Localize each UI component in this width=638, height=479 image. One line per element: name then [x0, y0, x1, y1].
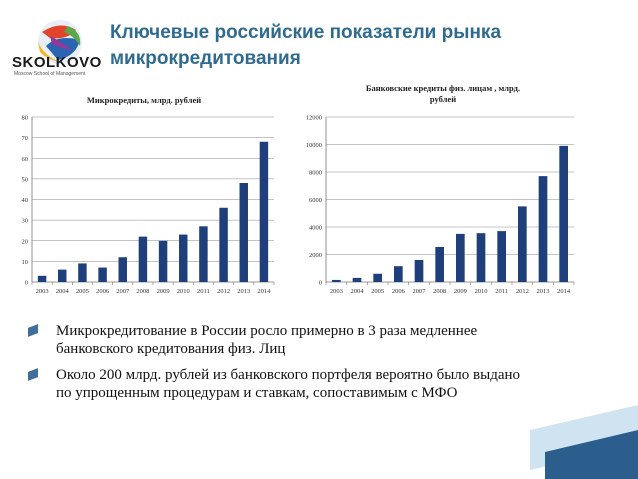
- chart-title: Микрокредиты, млрд. рублей: [87, 95, 201, 105]
- x-tick-label: 2008: [433, 288, 446, 295]
- x-tick-label: 2007: [413, 288, 427, 295]
- bar: [199, 226, 208, 282]
- y-tick-label: 40: [22, 197, 29, 204]
- bar: [455, 233, 465, 282]
- page-title: Ключевые российские показатели рынка мик…: [110, 20, 610, 72]
- bar: [58, 269, 67, 282]
- x-tick-label: 2012: [217, 288, 230, 295]
- x-tick-label: 2009: [454, 288, 467, 295]
- logo-globe-icon: [38, 20, 82, 64]
- y-tick-label: 0: [25, 280, 28, 287]
- x-tick-label: 2003: [36, 288, 49, 295]
- x-tick-label: 2006: [392, 288, 406, 295]
- bullet-list: Микрокредитование в России росло примерн…: [28, 322, 618, 410]
- page-title-line2: микрокредитования: [110, 48, 301, 69]
- logo-subtext: Moscow School of Management: [14, 71, 86, 77]
- y-tick-label: 50: [22, 176, 29, 183]
- y-tick-label: 60: [22, 156, 29, 163]
- x-tick-label: 2007: [116, 288, 130, 295]
- x-tick-label: 2011: [197, 288, 210, 295]
- bar: [538, 176, 548, 282]
- x-tick-label: 2005: [76, 288, 89, 295]
- y-tick-label: 12000: [306, 115, 322, 122]
- bullet-item-1: Микрокредитование в России росло примерн…: [28, 322, 618, 358]
- x-tick-label: 2010: [177, 288, 190, 295]
- bullet-1-line1: Микрокредитование в России росло примерн…: [56, 323, 478, 339]
- bar: [259, 141, 269, 282]
- skolkovo-logo: [10, 16, 110, 86]
- y-tick-label: 10000: [306, 142, 322, 149]
- bar: [393, 266, 403, 282]
- x-tick-label: 2009: [157, 288, 170, 295]
- bar: [239, 183, 248, 282]
- x-tick-label: 2004: [56, 288, 70, 295]
- x-tick-label: 2014: [257, 288, 271, 295]
- microcredit-chart: Микрокредиты, млрд. рублей 0 10 20 30 40 50 60 7…: [12, 86, 282, 300]
- bar: [559, 145, 569, 282]
- bar: [158, 240, 168, 282]
- chart-title: рублей: [430, 94, 456, 104]
- y-tick-label: 6000: [309, 197, 322, 204]
- x-tick-label: 2006: [96, 288, 110, 295]
- x-tick-label: 2014: [557, 288, 571, 295]
- bullet-2-line2: по упрощенным процедурам и ставкам, сопо…: [56, 385, 458, 401]
- bar: [414, 260, 424, 282]
- bullet-2-line1: Около 200 млрд. рублей из банковского по…: [56, 367, 521, 383]
- bar: [476, 233, 486, 282]
- bar: [138, 236, 148, 282]
- x-tick-label: 2010: [475, 288, 488, 295]
- logo-text: SKOLKOVO: [12, 54, 102, 71]
- bank-credit-chart: Банковские кредиты физ. лицам , млрд. руб…: [295, 82, 585, 300]
- bank-credit-chart-svg: Банковские кредиты физ. лицам , млрд.руб…: [306, 83, 575, 295]
- y-tick-label: 80: [22, 115, 29, 122]
- bullet-1-line2: банковского кредитования физ. Лиц: [56, 341, 286, 357]
- y-tick-label: 4000: [309, 225, 322, 232]
- bar: [37, 275, 47, 282]
- x-tick-label: 2004: [351, 288, 365, 295]
- bar: [118, 257, 127, 282]
- bar: [78, 263, 87, 282]
- microcredit-chart-svg: Микрокредиты, млрд. рублей 0 10 20 30 40 50 60 7…: [22, 95, 275, 295]
- y-tick-label: 2000: [309, 252, 322, 259]
- bullet-item-2: Около 200 млрд. рублей из банковского по…: [28, 366, 618, 402]
- deco-band-dark: [545, 430, 638, 479]
- bar: [373, 273, 383, 282]
- y-tick-label: 20: [22, 238, 29, 245]
- y-tick-label: 30: [22, 218, 29, 225]
- x-tick-label: 2008: [136, 288, 149, 295]
- x-tick-label: 2013: [237, 288, 250, 295]
- bar: [98, 267, 107, 282]
- x-tick-label: 2013: [537, 288, 550, 295]
- bar: [497, 231, 507, 282]
- chart-title: Банковские кредиты физ. лицам , млрд.: [366, 83, 520, 93]
- bar: [435, 246, 445, 282]
- bar: [219, 207, 228, 282]
- x-tick-label: 2011: [495, 288, 508, 295]
- y-tick-label: 70: [22, 135, 29, 142]
- bar: [331, 279, 341, 282]
- bar: [352, 277, 362, 282]
- x-tick-label: 2005: [371, 288, 384, 295]
- y-tick-label: 10: [22, 259, 29, 266]
- y-tick-label: 8000: [309, 170, 322, 177]
- bar: [179, 234, 188, 282]
- x-tick-label: 2003: [330, 288, 343, 295]
- y-tick-label: 0: [319, 280, 322, 287]
- page-title-line1: Ключевые российские показатели рынка: [110, 22, 502, 43]
- bar: [517, 206, 527, 282]
- x-tick-label: 2012: [516, 288, 529, 295]
